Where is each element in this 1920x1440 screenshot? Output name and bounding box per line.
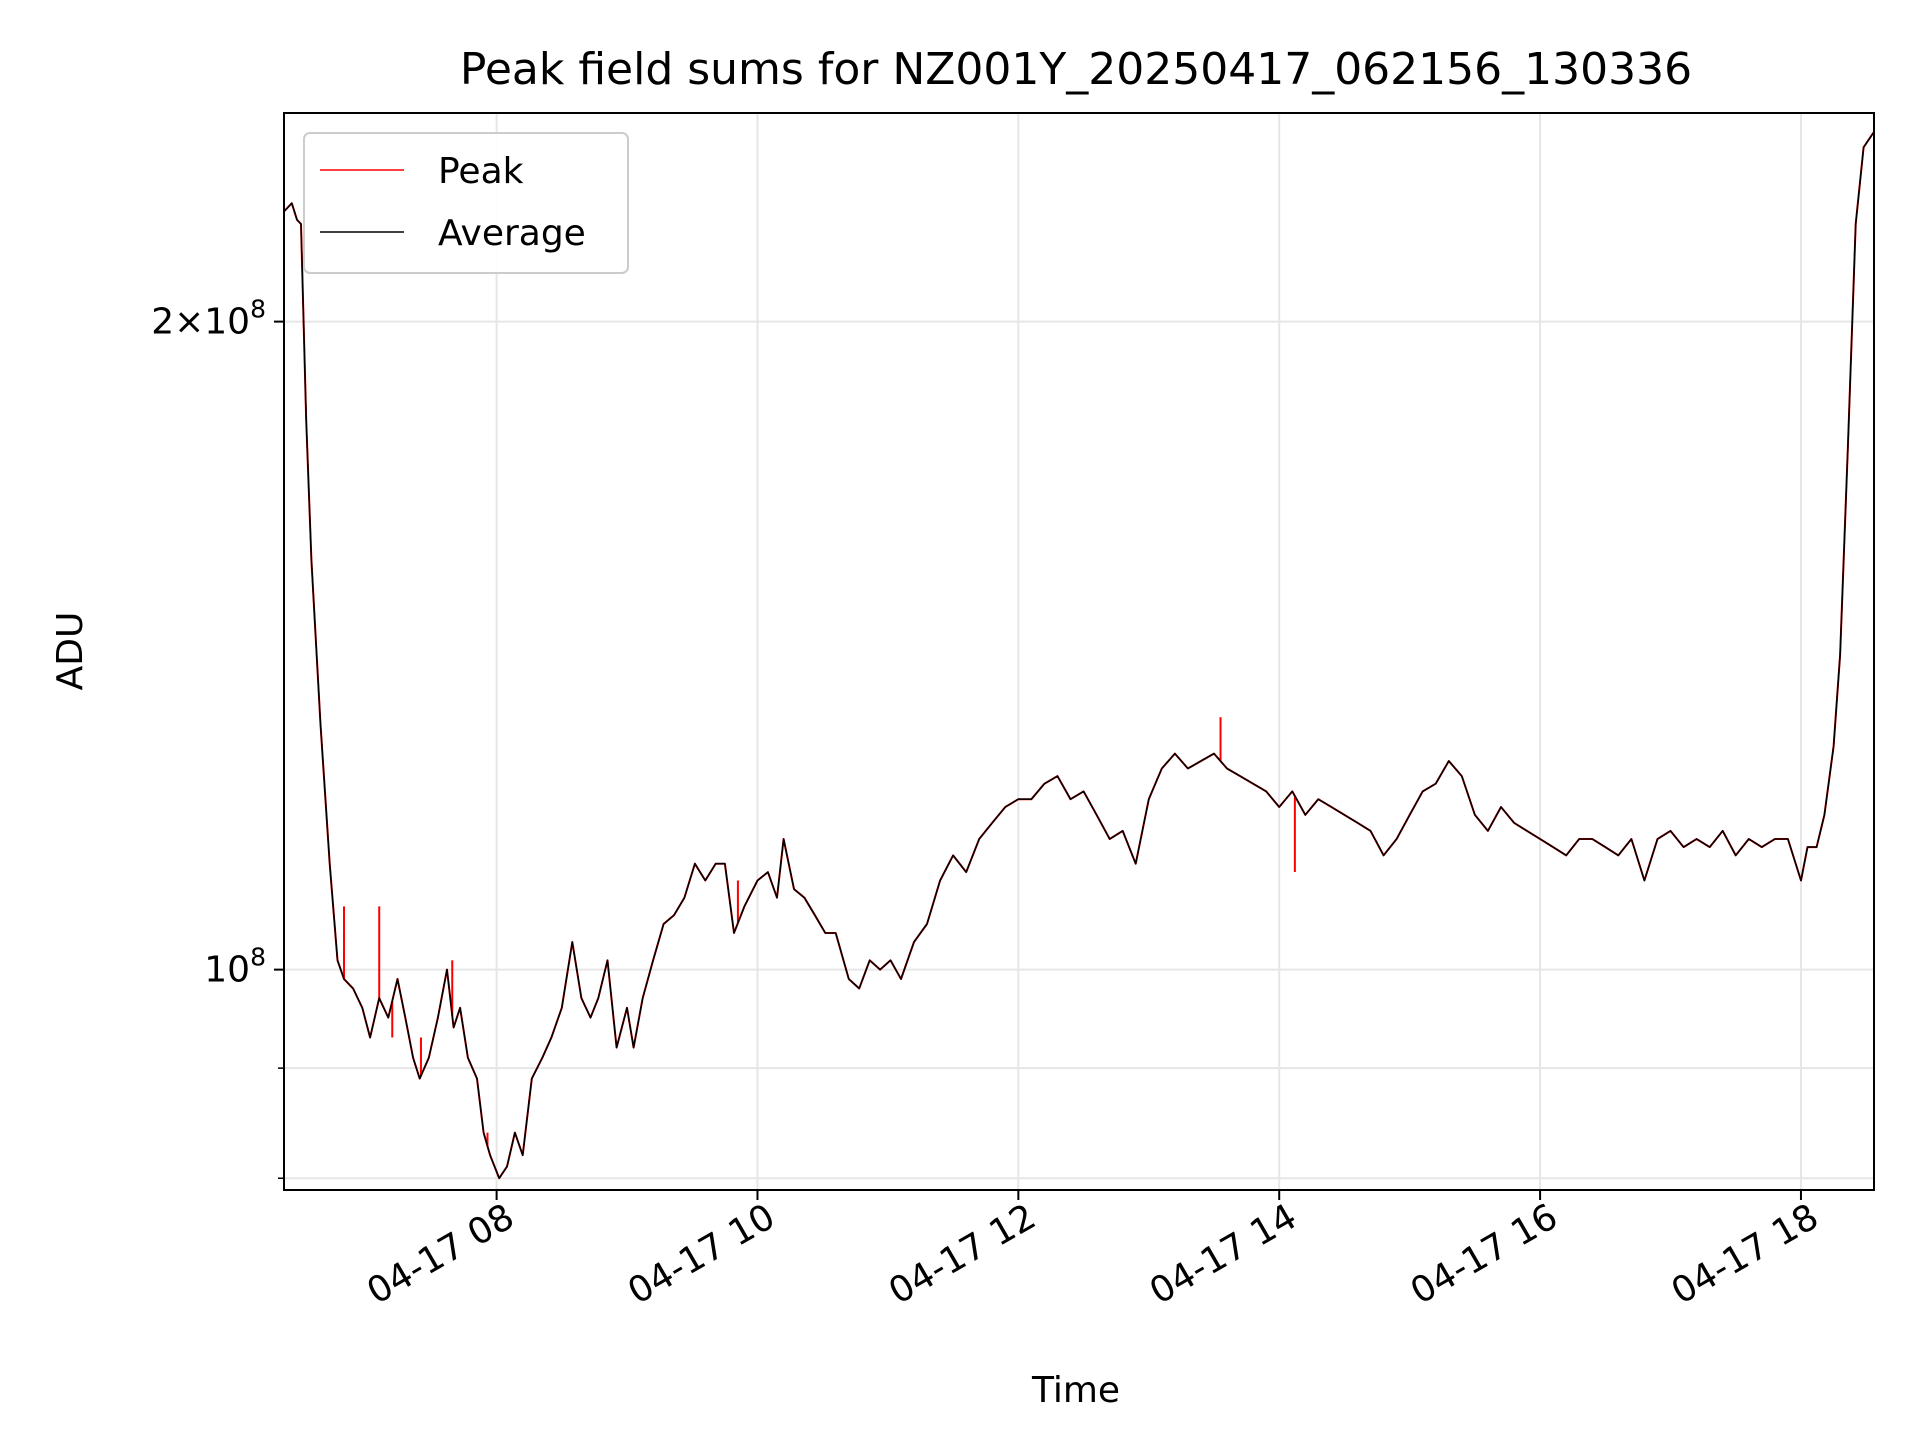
average-line (283, 131, 1875, 1179)
series-average (283, 131, 1875, 1179)
grid-lines (284, 113, 1874, 1190)
y-tick-exponent: 8 (250, 943, 266, 972)
legend-label-peak: Peak (438, 151, 524, 192)
y-axis-label: ADU (50, 612, 91, 691)
y-tick-label: 108 (204, 943, 266, 991)
y-tick-exponent: 8 (250, 295, 266, 324)
legend-label-average: Average (438, 213, 586, 254)
legend-box (303, 132, 629, 274)
plot-frame (283, 112, 1875, 1191)
x-axis-label: Time (1031, 1370, 1120, 1411)
y-tick-base: 10 (204, 302, 250, 343)
y-tick-label: 2×108 (151, 295, 266, 343)
y-tick-multiplier: 2× (151, 302, 204, 343)
chart-title: Peak field sums for NZ001Y_20250417_0621… (460, 44, 1692, 95)
legend: Peak Average (303, 132, 629, 274)
y-tick-base: 10 (204, 950, 250, 991)
